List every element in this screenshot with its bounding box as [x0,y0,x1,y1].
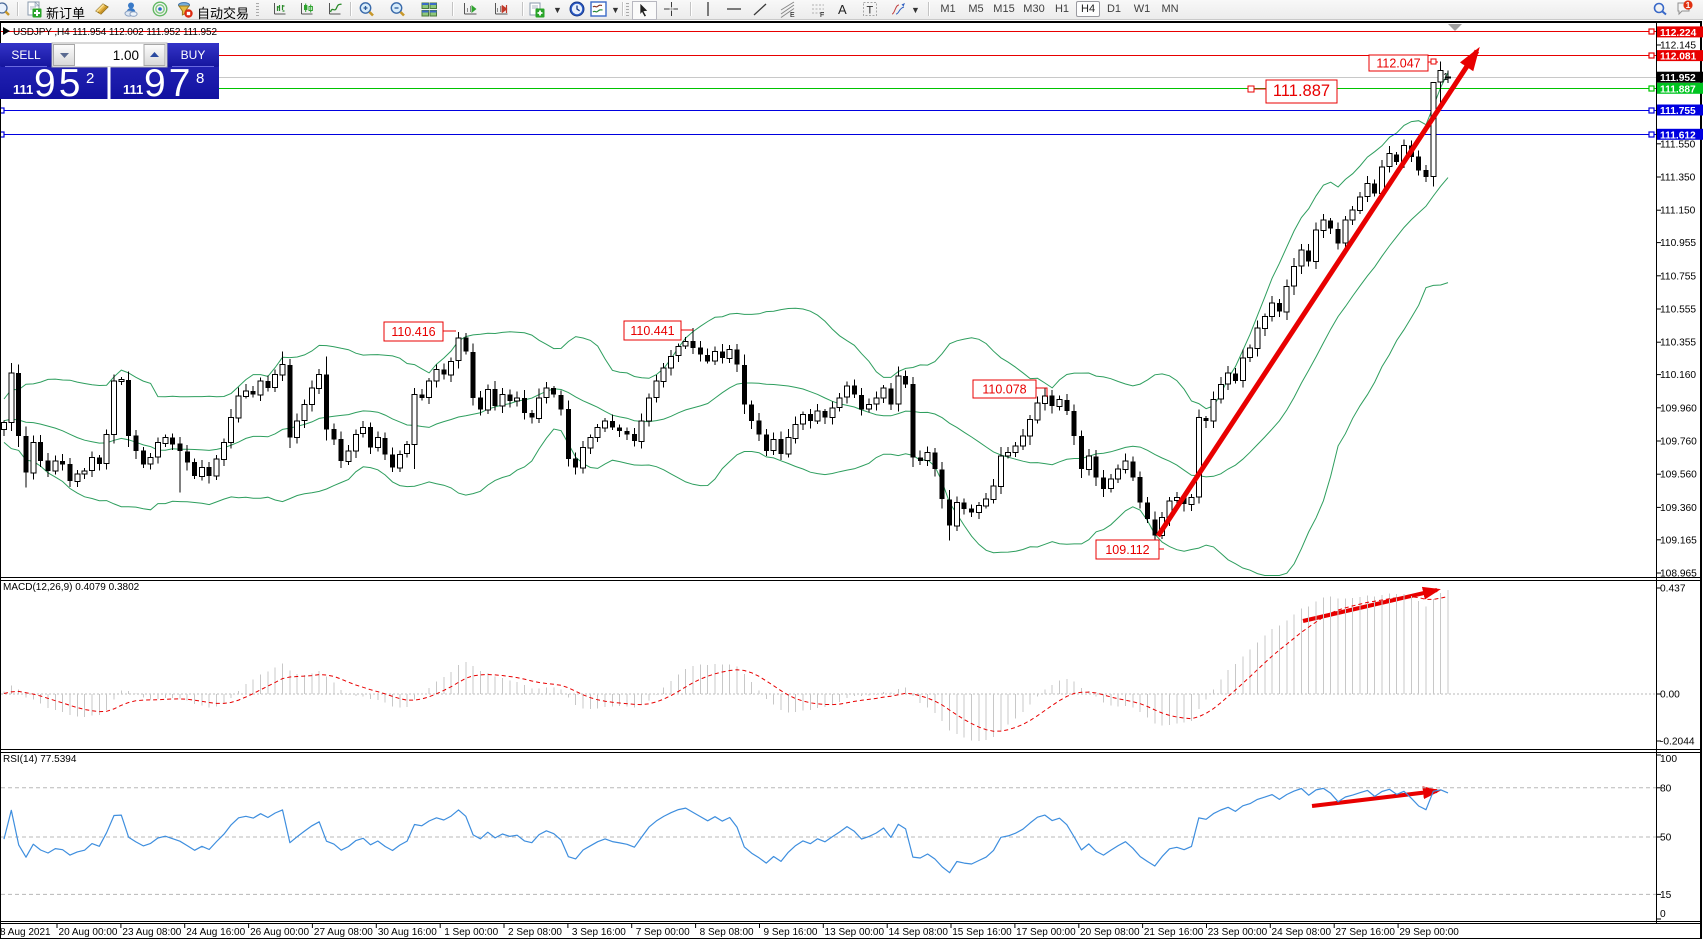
svg-text:112.145: 112.145 [1660,41,1696,52]
svg-text:27 Aug 08:00: 27 Aug 08:00 [314,927,373,938]
svg-text:111.887: 111.887 [1273,82,1330,100]
svg-text:108.965: 108.965 [1660,569,1697,580]
svg-text:110.755: 110.755 [1660,271,1696,282]
svg-text:1: 1 [1443,72,1449,83]
svg-text:8 Sep 08:00: 8 Sep 08:00 [700,927,754,938]
svg-text:17 Sep 00:00: 17 Sep 00:00 [1016,927,1076,938]
svg-text:111.612: 111.612 [1660,130,1696,141]
svg-text:21 Sep 16:00: 21 Sep 16:00 [1144,927,1204,938]
svg-text:97: 97 [144,62,193,105]
svg-text:111.887: 111.887 [1660,84,1696,95]
svg-text:110.416: 110.416 [391,325,435,339]
svg-text:15: 15 [1660,890,1672,901]
svg-text:1 Sep 00:00: 1 Sep 00:00 [444,927,498,938]
svg-text:-0.2044: -0.2044 [1660,737,1695,748]
svg-text:1: 1 [1686,0,1691,10]
svg-text:7 Sep 00:00: 7 Sep 00:00 [636,927,690,938]
svg-text:109.165: 109.165 [1660,535,1697,546]
svg-text:9 Sep 16:00: 9 Sep 16:00 [764,927,818,938]
svg-text:50: 50 [1660,833,1672,844]
svg-text:109.560: 109.560 [1660,470,1697,481]
svg-text:112.224: 112.224 [1660,28,1697,39]
svg-text:27 Sep 16:00: 27 Sep 16:00 [1335,927,1395,938]
svg-text:8: 8 [196,70,204,87]
svg-text:24 Aug 16:00: 24 Aug 16:00 [186,927,245,938]
svg-text:109.760: 109.760 [1660,437,1697,448]
svg-text:0.437: 0.437 [1660,584,1686,595]
svg-text:MACD(12,26,9) 0.4079 0.3802: MACD(12,26,9) 0.4079 0.3802 [3,582,140,593]
svg-text:80: 80 [1660,783,1672,794]
svg-text:23 Aug 08:00: 23 Aug 08:00 [122,927,181,938]
svg-text:111: 111 [13,82,33,97]
svg-text:29 Sep 00:00: 29 Sep 00:00 [1399,927,1459,938]
svg-text:1.00: 1.00 [113,48,139,63]
svg-text:111: 111 [123,82,143,97]
svg-text:112.047: 112.047 [1376,57,1420,71]
svg-text:15 Sep 16:00: 15 Sep 16:00 [952,927,1012,938]
svg-text:110.955: 110.955 [1660,238,1696,249]
svg-text:111.150: 111.150 [1660,206,1696,217]
svg-text:111.952: 111.952 [1660,73,1696,84]
svg-text:100: 100 [1660,754,1677,765]
svg-text:111.350: 111.350 [1660,173,1696,184]
svg-text:2: 2 [86,70,94,87]
svg-text:14 Sep 08:00: 14 Sep 08:00 [888,927,948,938]
svg-text:20 Sep 08:00: 20 Sep 08:00 [1080,927,1140,938]
svg-text:3 Sep 16:00: 3 Sep 16:00 [572,927,626,938]
svg-text:95: 95 [34,62,83,105]
svg-text:23 Sep 00:00: 23 Sep 00:00 [1208,927,1268,938]
svg-text:111.550: 111.550 [1660,139,1696,150]
svg-text:RSI(14) 77.5394: RSI(14) 77.5394 [3,754,77,765]
svg-text:30 Aug 16:00: 30 Aug 16:00 [378,927,437,938]
svg-text:112.081: 112.081 [1660,52,1697,63]
svg-text:2 Sep 08:00: 2 Sep 08:00 [508,927,562,938]
svg-text:109.960: 109.960 [1660,403,1697,414]
svg-text:26 Aug 00:00: 26 Aug 00:00 [250,927,309,938]
svg-text:0: 0 [1660,909,1666,920]
svg-text:20 Aug 00:00: 20 Aug 00:00 [59,927,118,938]
svg-text:110.078: 110.078 [982,383,1026,397]
svg-text:F: F [820,12,824,18]
svg-text:USDJPY ,H4 111.954 112.002 11: USDJPY ,H4 111.954 112.002 111.952 111.9… [13,27,217,38]
svg-text:109.112: 109.112 [1105,543,1149,557]
svg-text:T: T [867,5,874,17]
svg-text:110.160: 110.160 [1660,370,1696,381]
svg-text:109.360: 109.360 [1660,503,1697,514]
svg-text:110.355: 110.355 [1660,338,1696,349]
svg-text:111.755: 111.755 [1660,106,1696,117]
svg-text:24 Sep 08:00: 24 Sep 08:00 [1272,927,1332,938]
svg-text:BUY: BUY [181,48,206,62]
svg-text:110.555: 110.555 [1660,305,1696,316]
svg-text:0.00: 0.00 [1660,690,1680,701]
svg-text:SELL: SELL [11,48,41,62]
svg-text:E: E [790,12,795,18]
svg-text:13 Sep 00:00: 13 Sep 00:00 [825,927,885,938]
svg-text:8 Aug 2021: 8 Aug 2021 [0,927,51,938]
svg-text:110.441: 110.441 [630,324,674,338]
